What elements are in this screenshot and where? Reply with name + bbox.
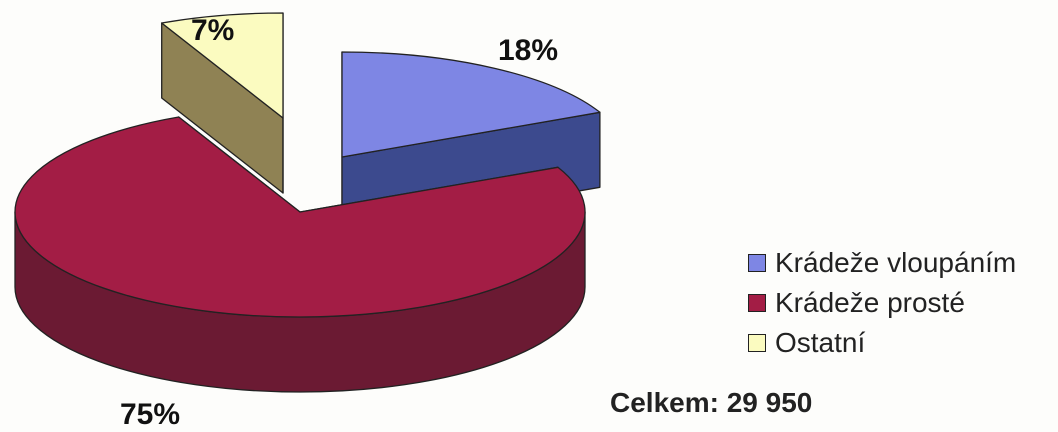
slice-label-ostatni: 7% [191,14,235,47]
legend-label: Krádeže prosté [775,287,965,318]
slice-label-vloupanim: 18% [498,34,559,67]
legend-item-ostatni: Ostatní [748,323,1016,363]
legend: Krádeže vloupáním Krádeže prosté Ostatní [748,243,1016,363]
slice-vloupanim-top [341,51,601,158]
total-count: Celkem: 29 950 [610,387,813,418]
slice-label-proste: 75% [120,398,181,431]
legend-item-proste: Krádeže prosté [748,283,1016,323]
slice-proste-top [14,116,586,318]
legend-label: Krádeže vloupáním [775,247,1017,278]
legend-item-vloupanim: Krádeže vloupáním [748,243,1016,283]
legend-swatch [748,334,766,352]
legend-swatch [748,254,766,272]
slice-ostatni-top [161,12,284,119]
legend-swatch [748,294,766,312]
legend-label: Ostatní [775,327,866,358]
